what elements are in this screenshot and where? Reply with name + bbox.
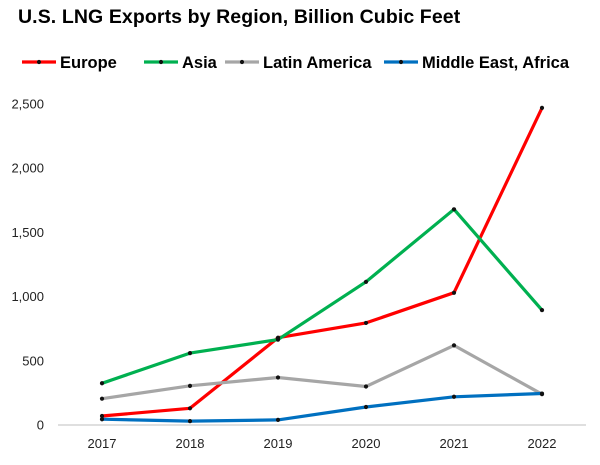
series-lines: [100, 106, 544, 423]
data-point-middle-east-africa: [539, 391, 545, 396]
legend-marker-asia: [158, 59, 164, 65]
data-point-latin-america: [187, 383, 193, 388]
data-point-asia: [363, 279, 369, 284]
x-tick-label: 2021: [440, 436, 469, 451]
legend-label-asia: Asia: [182, 54, 218, 72]
series-line-latin-america: [100, 343, 544, 401]
data-point-latin-america: [363, 384, 369, 389]
data-point-asia: [187, 350, 193, 356]
legend-marker-europe: [36, 59, 42, 65]
data-point-asia: [539, 307, 545, 313]
data-point-latin-america: [275, 375, 281, 380]
data-point-middle-east-africa: [99, 417, 105, 422]
y-axis: 0 500 1,000 1,500 2,000 2,500: [11, 97, 44, 433]
data-point-europe: [99, 413, 105, 419]
x-axis: 2017 2018 2019 2020 2021 2022: [58, 424, 586, 451]
legend: Europe Asia Latin America Middle East, Afri…: [22, 54, 570, 72]
legend-label-middle-east-africa: Middle East, Africa: [422, 54, 570, 72]
data-point-middle-east-africa: [451, 394, 457, 399]
data-point-europe: [451, 290, 457, 295]
data-point-middle-east-africa: [363, 404, 369, 410]
data-point-middle-east-africa: [275, 417, 281, 422]
data-point-latin-america: [451, 343, 457, 348]
x-tick-label: 2017: [88, 436, 117, 451]
series-line-asia: [100, 207, 544, 385]
y-tick-label: 2,000: [11, 161, 44, 176]
x-tick-label: 2019: [264, 436, 293, 451]
series-line-europe: [100, 106, 544, 418]
y-tick-label: 0: [37, 418, 44, 433]
series-points: [99, 105, 545, 424]
x-tick-label: 2018: [176, 436, 205, 451]
legend-label-europe: Europe: [60, 54, 117, 72]
legend-marker-latin-america: [239, 59, 245, 65]
data-point-europe: [187, 406, 193, 411]
y-tick-label: 1,500: [11, 225, 44, 240]
y-tick-label: 2,500: [11, 97, 44, 112]
y-tick-label: 1,000: [11, 289, 44, 304]
data-point-asia: [275, 337, 281, 342]
legend-marker-middle-east-africa: [398, 59, 404, 65]
series-line-middle-east-africa: [100, 391, 544, 423]
data-point-asia: [99, 381, 105, 386]
y-tick-label: 500: [22, 353, 44, 368]
chart-title: U.S. LNG Exports by Region, Billion Cubi…: [18, 6, 461, 28]
data-point-europe: [539, 105, 545, 110]
data-point-middle-east-africa: [187, 419, 193, 424]
data-point-latin-america: [99, 396, 105, 401]
data-point-europe: [363, 320, 369, 326]
x-tick-label: 2020: [352, 436, 381, 451]
data-point-asia: [451, 207, 457, 212]
x-tick-label: 2022: [528, 436, 557, 451]
legend-label-latin-america: Latin America: [263, 54, 372, 72]
